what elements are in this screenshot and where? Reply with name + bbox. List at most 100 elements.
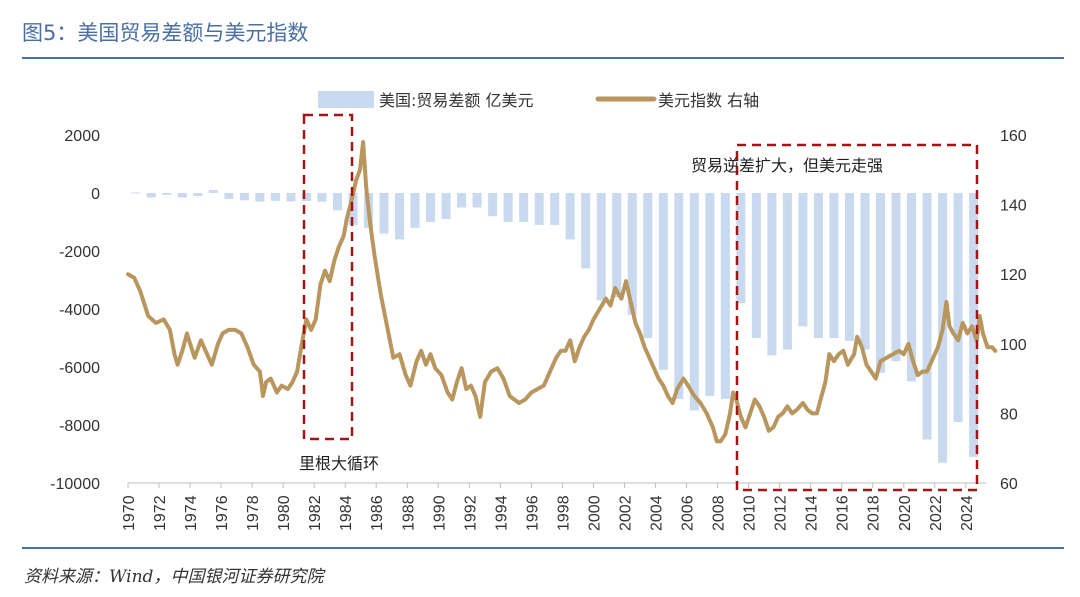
trade-balance-bar — [953, 193, 963, 423]
legend: 美国:贸易差额 亿美元 美元指数 右轴 — [318, 91, 759, 110]
x-axis-tick-label: 2024 — [959, 495, 976, 531]
trade-balance-bar — [860, 193, 870, 350]
x-axis-tick-label: 2010 — [742, 495, 759, 531]
x-axis-tick-label: 2002 — [617, 495, 634, 531]
dollar-index-line-group — [126, 140, 998, 444]
trade-balance-bar — [813, 193, 823, 338]
strong-dollar-box — [735, 143, 979, 492]
trade-balance-bar — [395, 193, 405, 240]
x-axis-tick-label: 2004 — [649, 495, 666, 531]
left-axis-tick-label: -4000 — [59, 302, 100, 319]
left-axis-tick-label: 2000 — [64, 128, 100, 145]
trade-balance-bar — [457, 193, 467, 208]
trade-balance-bar — [146, 193, 156, 198]
x-axis-tick-label: 2020 — [897, 495, 914, 531]
legend-label-trade-balance: 美国:贸易差额 亿美元 — [379, 91, 533, 110]
dollar-index-line — [126, 140, 998, 444]
reagan-cycle-box — [302, 113, 354, 441]
trade-balance-bar — [751, 193, 761, 338]
trade-balance-bar — [798, 193, 808, 327]
annotations: 里根大循环 贸易逆差扩大，但美元走强 — [299, 113, 979, 492]
x-axis-tick-label: 1978 — [245, 495, 262, 531]
x-axis-tick-label: 1984 — [338, 495, 355, 531]
trade-balance-bar — [317, 193, 327, 202]
x-axis-tick-label: 1996 — [524, 495, 541, 531]
x-axis-tick-label: 1974 — [183, 495, 200, 531]
x-axis-tick-label: 1976 — [214, 495, 231, 531]
trade-balance-bar — [534, 193, 544, 225]
trade-balance-bar — [441, 193, 451, 220]
trade-balance-bar — [689, 193, 699, 411]
trade-balance-bar — [844, 193, 854, 341]
x-axis-tick-label: 1998 — [555, 495, 572, 531]
trade-balance-bar — [224, 193, 234, 199]
trade-balance-bar — [131, 192, 141, 194]
right-axis-tick-label: 120 — [1000, 267, 1027, 284]
trade-balance-bar — [674, 193, 684, 399]
trade-balance-bar — [565, 193, 575, 240]
trade-balance-bar — [488, 193, 498, 217]
title-rule — [22, 57, 1064, 59]
x-axis-tick-label: 2008 — [711, 495, 728, 531]
trade-balance-bar — [627, 193, 637, 315]
trade-balance-bar — [472, 193, 482, 208]
trade-balance-bar — [643, 193, 653, 338]
reagan-cycle-label: 里根大循环 — [299, 454, 379, 473]
x-axis-tick-label: 2022 — [928, 495, 945, 531]
left-axis-tick-label: -10000 — [50, 476, 100, 493]
trade-balance-bar — [550, 193, 560, 225]
trade-balance-bar — [969, 193, 979, 457]
legend-swatch-trade-balance — [318, 91, 374, 108]
trade-balance-bar — [907, 193, 917, 382]
trade-balance-bar — [286, 193, 296, 202]
trade-balance-bar — [503, 193, 513, 222]
right-axis-tick-label: 100 — [1000, 337, 1027, 354]
trade-balance-bar — [239, 193, 249, 201]
x-axis-tick-label: 1990 — [431, 495, 448, 531]
trade-balance-bar — [379, 193, 389, 234]
x-axis-tick-label: 2006 — [680, 495, 697, 531]
x-axis-tick-label: 1986 — [369, 495, 386, 531]
trade-balance-bar — [875, 193, 885, 373]
x-axis-tick-label: 2012 — [773, 495, 790, 531]
trade-balance-bars — [131, 190, 979, 463]
legend-label-dollar-index: 美元指数 右轴 — [658, 91, 759, 110]
right-axis-tick-label: 60 — [1000, 476, 1018, 493]
axes: 2000 0 -2000 -4000 -6000 -8000 -10000 160 140 120… — [50, 128, 1027, 531]
trade-balance-bar — [193, 193, 203, 196]
trade-balance-bar — [736, 193, 746, 304]
trade-balance-bar — [658, 193, 668, 370]
trade-balance-bar — [581, 193, 591, 269]
trade-balance-bar — [767, 193, 777, 356]
x-axis-tick-label: 2018 — [866, 495, 883, 531]
trade-balance-bar — [720, 193, 730, 399]
right-axis-tick-label: 80 — [1000, 406, 1018, 423]
trade-balance-bar — [612, 193, 622, 298]
trade-balance-bar — [891, 193, 901, 362]
strong-dollar-label: 贸易逆差扩大，但美元走强 — [691, 156, 883, 175]
right-axis-tick-label: 160 — [1000, 128, 1027, 145]
x-axis-tick-label: 1988 — [400, 495, 417, 531]
trade-balance-bar — [782, 193, 792, 350]
trade-balance-bar — [255, 193, 265, 202]
left-axis-tick-label: -6000 — [59, 360, 100, 377]
trade-balance-bar — [410, 193, 420, 228]
trade-balance-bar — [829, 193, 839, 338]
trade-balance-bar — [596, 193, 606, 301]
left-axis-tick-label: -2000 — [59, 244, 100, 261]
trade-balance-bar — [162, 193, 172, 195]
x-axis-tick-label: 2014 — [804, 495, 821, 531]
trade-balance-bar — [922, 193, 932, 440]
source-note: 资料来源：Wind，中国银河证券研究院 — [24, 567, 324, 587]
trade-balance-bar — [208, 190, 218, 193]
chart-title: 图5：美国贸易差额与美元指数 — [22, 21, 309, 45]
trade-balance-bar — [705, 193, 715, 396]
trade-balance-bar — [426, 193, 436, 222]
x-axis-tick-label: 1994 — [493, 495, 510, 531]
left-axis-tick-label: -8000 — [59, 418, 100, 435]
x-axis-tick-label: 1980 — [276, 495, 293, 531]
x-axis-tick-label: 1992 — [462, 495, 479, 531]
trade-balance-bar — [519, 193, 529, 222]
left-axis-tick-label: 0 — [91, 186, 100, 203]
